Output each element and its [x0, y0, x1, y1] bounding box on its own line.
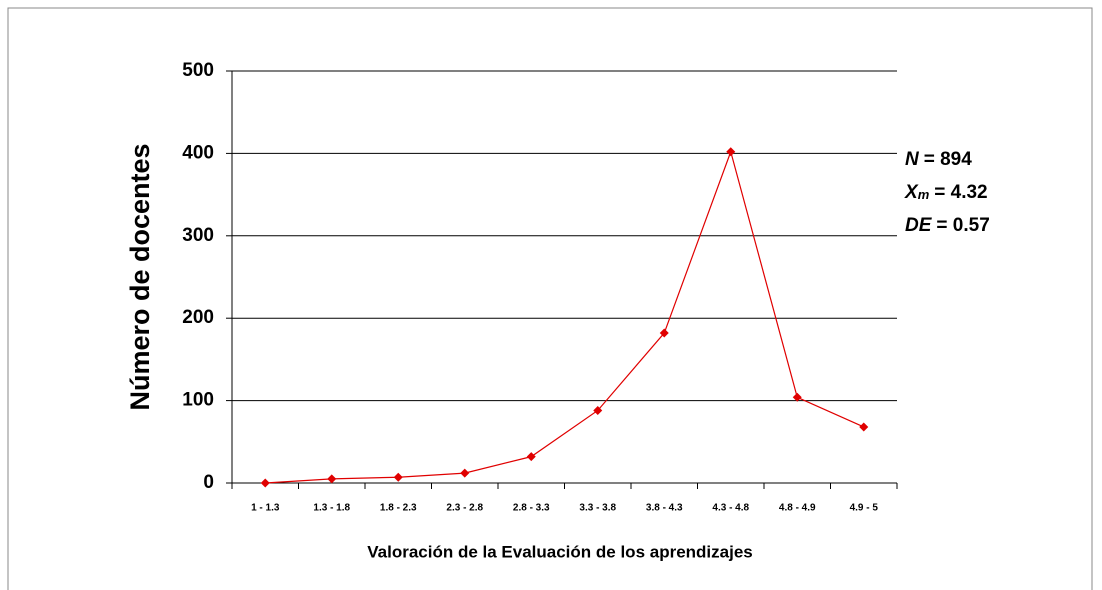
x-tick-label: 4.8 - 4.9: [779, 503, 816, 514]
annotation-symbol: N: [905, 149, 920, 170]
marker: [260, 478, 270, 488]
x-tick-label: 3.3 - 3.8: [579, 503, 616, 514]
marker: [859, 422, 869, 432]
annotation-subscript: m: [918, 187, 930, 202]
x-tick-label: 4.3 - 4.8: [712, 503, 749, 514]
x-tick-label: 3.8 - 4.3: [646, 503, 683, 514]
annotation: DE = 0.57: [905, 215, 990, 236]
annotation-value: = 0.57: [936, 215, 989, 236]
marker: [659, 328, 669, 338]
marker: [726, 147, 736, 157]
y-tick-label: 400: [182, 142, 214, 163]
x-axis-title: Valoración de la Evaluación de los apren…: [367, 542, 752, 561]
x-tick-label: 1 - 1.3: [251, 503, 280, 514]
annotation-value: = 4.32: [934, 182, 987, 203]
x-tick-label: 4.9 - 5: [850, 503, 879, 514]
marker: [526, 452, 536, 462]
frame: [7, 7, 1093, 590]
line: [265, 149, 864, 484]
annotation-symbol: DE: [905, 215, 933, 236]
marker: [593, 405, 603, 415]
y-tick-label: 300: [182, 225, 214, 246]
y-tick-label: 0: [203, 472, 214, 493]
marker: [393, 472, 403, 482]
annotation: N = 894: [905, 149, 972, 170]
x-tick-label: 2.8 - 3.3: [513, 503, 550, 514]
x-tick-label: 1.3 - 1.8: [313, 503, 350, 514]
y-tick-label: 100: [182, 390, 214, 411]
y-axis-title: Número de docentes: [125, 143, 155, 410]
marker: [792, 392, 802, 402]
y-tick-label: 500: [182, 60, 214, 81]
x-tick-label: 2.3 - 2.8: [446, 503, 483, 514]
annotation-value: = 894: [924, 149, 973, 170]
x-tick-label: 1.8 - 2.3: [380, 503, 417, 514]
y-tick-label: 200: [182, 307, 214, 328]
marker: [327, 474, 337, 484]
annotation: Xm = 4.32: [904, 182, 988, 203]
marker: [460, 468, 470, 478]
annotation-symbol: X: [904, 182, 919, 203]
